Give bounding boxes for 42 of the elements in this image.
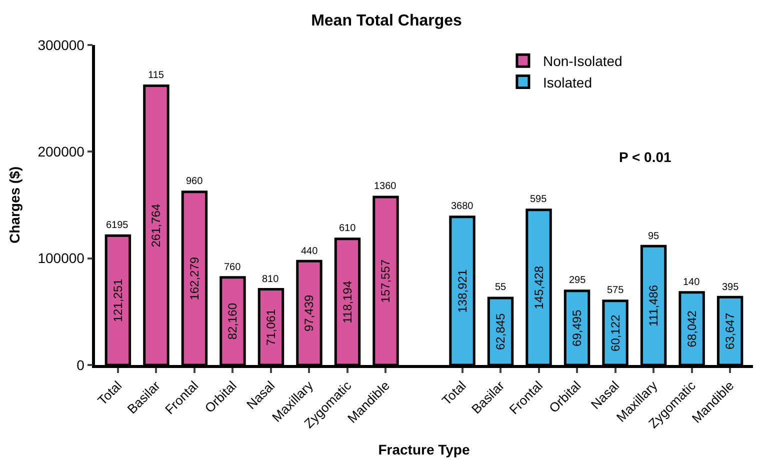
- annotation: 3680: [451, 201, 474, 212]
- annotation: 440: [301, 246, 318, 257]
- data-label: 145,428: [532, 266, 546, 310]
- data-label: 121,251: [110, 278, 125, 322]
- annotation: 960: [186, 176, 204, 187]
- data-label: 60,122: [608, 314, 622, 352]
- data-label: 138,921: [455, 269, 470, 313]
- annotation: 810: [262, 274, 280, 285]
- data-label: 82,160: [226, 302, 240, 340]
- data-label: 97,439: [302, 294, 316, 332]
- annotation: 95: [648, 231, 660, 242]
- annotation: 595: [530, 194, 548, 205]
- y-tick-label: 200000: [38, 144, 85, 160]
- y-tick-label: 0: [76, 356, 85, 373]
- x-axis-title: Fracture Type: [378, 441, 470, 458]
- data-label: 111,486: [646, 284, 661, 326]
- legend-label: Non-Isolated: [542, 53, 622, 70]
- data-label: 68,042: [684, 310, 699, 348]
- data-label: 261,764: [149, 204, 164, 248]
- y-axis-title: Charges ($): [6, 166, 22, 244]
- data-label: 71,061: [264, 308, 278, 346]
- y-tick-label: 300000: [38, 36, 85, 53]
- annotation: 760: [224, 262, 242, 273]
- annotation: 575: [607, 285, 624, 296]
- data-label: 118,194: [340, 280, 354, 324]
- annotation: 115: [148, 70, 164, 81]
- data-label: 62,845: [494, 312, 508, 350]
- y-tick-label: 100000: [38, 250, 85, 266]
- legend-label: Isolated: [542, 74, 592, 90]
- annotation: 295: [569, 275, 586, 286]
- annotation: P < 0.01: [619, 149, 672, 165]
- chart-title: Mean Total Charges: [311, 12, 462, 30]
- annotation: 395: [722, 282, 740, 293]
- annotation: 6195: [106, 220, 129, 231]
- annotation: 1360: [374, 181, 397, 192]
- annotation: 140: [683, 277, 700, 288]
- data-label: 63,647: [723, 312, 738, 350]
- data-label: 157,557: [378, 259, 393, 303]
- annotation: 610: [339, 223, 356, 234]
- data-label: 162,279: [187, 256, 202, 300]
- annotation: 55: [495, 282, 507, 293]
- data-label: 69,495: [570, 309, 584, 346]
